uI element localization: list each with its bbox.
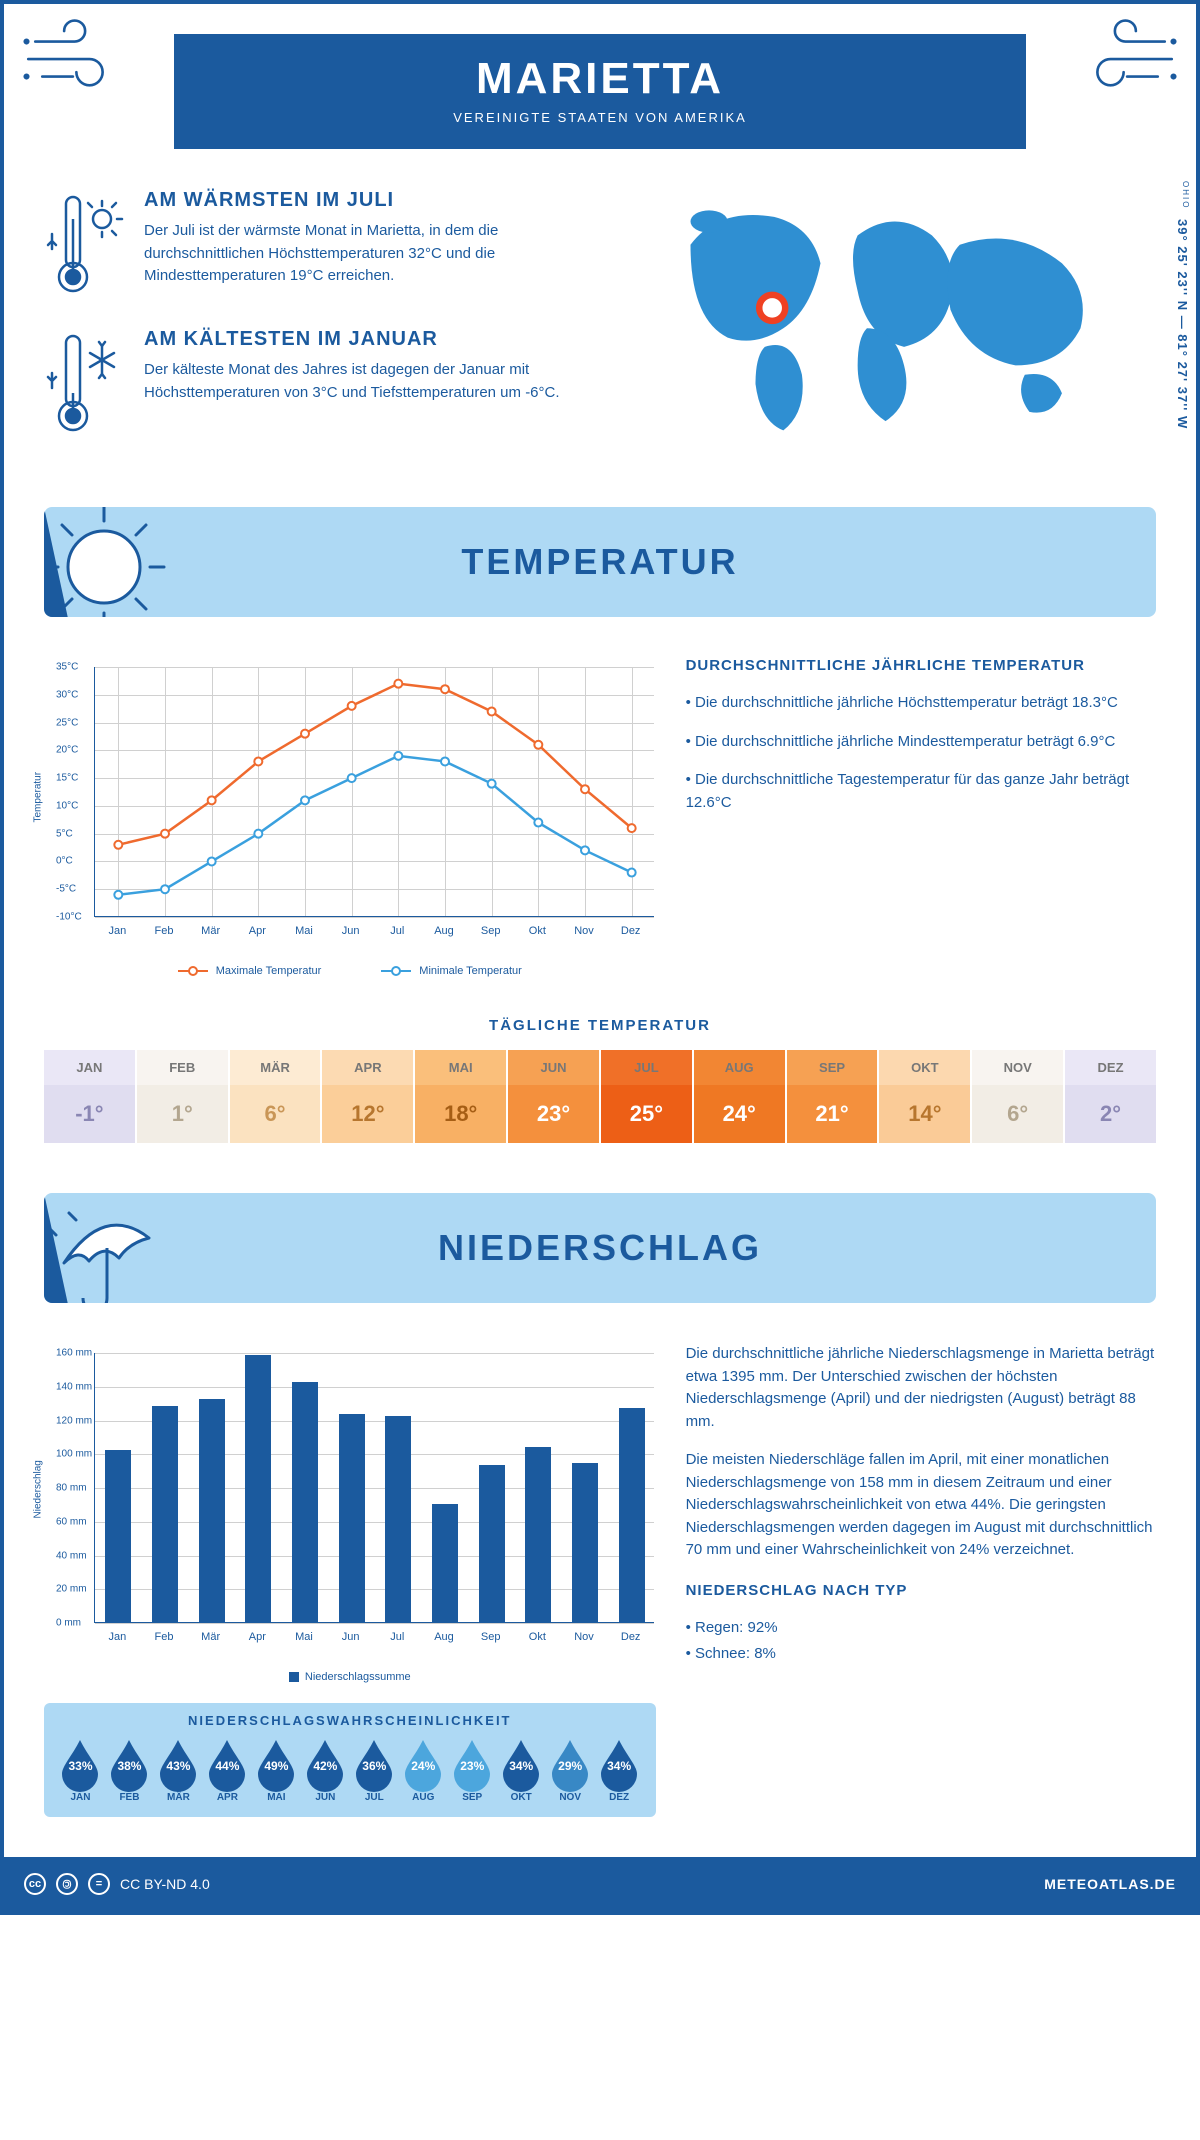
legend-min: Minimale Temperatur [381, 965, 522, 977]
temperature-chart: Temperatur -10°C-5°C0°C5°C10°C15°C20°C25… [44, 657, 656, 977]
region-label: OHIO [1181, 181, 1190, 209]
coldest-title: AM KÄLTESTEN IM JANUAR [144, 328, 585, 351]
daily-cell: AUG24° [694, 1050, 787, 1143]
coldest-block: AM KÄLTESTEN IM JANUAR Der kälteste Mona… [44, 328, 585, 443]
daily-cell: DEZ2° [1065, 1050, 1156, 1143]
thermometer-hot-icon [44, 189, 124, 304]
drop-cell: 42%JUN [301, 1738, 350, 1803]
precip-p2: Die meisten Niederschläge fallen im Apri… [686, 1449, 1156, 1562]
drop-cell: 34%DEZ [595, 1738, 644, 1803]
probability-box: NIEDERSCHLAGSWAHRSCHEINLICHKEIT 33%JAN38… [44, 1703, 656, 1817]
world-map-icon [615, 189, 1156, 449]
warmest-title: AM WÄRMSTEN IM JULI [144, 189, 585, 212]
coordinates: 39° 25' 23'' N — 81° 27' 37'' W [1175, 219, 1190, 429]
cc-icon: cc [24, 1873, 46, 1895]
temp-info-p3: • Die durchschnittliche Tagestemperatur … [686, 769, 1156, 814]
warmest-block: AM WÄRMSTEN IM JULI Der Juli ist der wär… [44, 189, 585, 304]
footer: cc 🄯 = CC BY-ND 4.0 METEOATLAS.DE [4, 1857, 1196, 1911]
temp-ylabel: Temperatur [33, 772, 44, 823]
nd-icon: = [88, 1873, 110, 1895]
precipitation-heading: NIEDERSCHLAG [438, 1227, 762, 1269]
precip-type-title: NIEDERSCHLAG NACH TYP [686, 1582, 1156, 1599]
daily-title: TÄGLICHE TEMPERATUR [44, 1017, 1156, 1034]
precip-type1: • Regen: 92% [686, 1617, 1156, 1640]
license-block: cc 🄯 = CC BY-ND 4.0 [24, 1873, 210, 1895]
probability-title: NIEDERSCHLAGSWAHRSCHEINLICHKEIT [56, 1713, 644, 1728]
drop-cell: 34%OKT [497, 1738, 546, 1803]
temp-info-p2: • Die durchschnittliche jährliche Mindes… [686, 731, 1156, 754]
drop-cell: 29%NOV [546, 1738, 595, 1803]
license-text: CC BY-ND 4.0 [120, 1876, 210, 1892]
header-banner: MARIETTA VEREINIGTE STAATEN VON AMERIKA [174, 34, 1026, 149]
intro-row: AM WÄRMSTEN IM JULI Der Juli ist der wär… [44, 189, 1156, 467]
city-title: MARIETTA [174, 54, 1026, 104]
legend-max: Maximale Temperatur [178, 965, 322, 977]
daily-cell: JAN-1° [44, 1050, 137, 1143]
drop-cell: 23%SEP [448, 1738, 497, 1803]
temp-info-p1: • Die durchschnittliche jährliche Höchst… [686, 692, 1156, 715]
sun-icon [44, 507, 174, 617]
daily-cell: APR12° [322, 1050, 415, 1143]
precip-type2: • Schnee: 8% [686, 1643, 1156, 1666]
daily-cell: JUN23° [508, 1050, 601, 1143]
wind-icon-right [1066, 24, 1176, 94]
drop-cell: 44%APR [203, 1738, 252, 1803]
umbrella-icon [44, 1193, 174, 1303]
daily-cell: MAI18° [415, 1050, 508, 1143]
precip-legend: Niederschlagssumme [44, 1671, 656, 1683]
daily-cell: NOV6° [972, 1050, 1065, 1143]
daily-cell: JUL25° [601, 1050, 694, 1143]
brand: METEOATLAS.DE [1044, 1876, 1176, 1892]
thermometer-cold-icon [44, 328, 124, 443]
precip-ylabel: Niederschlag [33, 1460, 44, 1518]
warmest-text: Der Juli ist der wärmste Monat in Mariet… [144, 220, 585, 288]
drop-cell: 36%JUL [350, 1738, 399, 1803]
drop-cell: 43%MÄR [154, 1738, 203, 1803]
temperature-heading: TEMPERATUR [461, 541, 738, 583]
precipitation-chart: Niederschlag 0 mm20 mm40 mm60 mm80 mm100… [44, 1343, 656, 1683]
drop-cell: 33%JAN [56, 1738, 105, 1803]
precipitation-banner: NIEDERSCHLAG [44, 1193, 1156, 1303]
daily-cell: OKT14° [879, 1050, 972, 1143]
country-subtitle: VEREINIGTE STAATEN VON AMERIKA [174, 110, 1026, 125]
drop-cell: 49%MAI [252, 1738, 301, 1803]
daily-cell: MÄR6° [230, 1050, 323, 1143]
drop-cell: 24%AUG [399, 1738, 448, 1803]
wind-icon-left [24, 24, 134, 94]
temperature-banner: TEMPERATUR [44, 507, 1156, 617]
daily-cell: FEB1° [137, 1050, 230, 1143]
page: MARIETTA VEREINIGTE STAATEN VON AMERIKA … [0, 0, 1200, 1915]
temp-info-title: DURCHSCHNITTLICHE JÄHRLICHE TEMPERATUR [686, 657, 1156, 674]
precip-p1: Die durchschnittliche jährliche Niedersc… [686, 1343, 1156, 1433]
daily-cell: SEP21° [787, 1050, 880, 1143]
coldest-text: Der kälteste Monat des Jahres ist dagege… [144, 359, 585, 404]
drop-cell: 38%FEB [105, 1738, 154, 1803]
daily-temperature-grid: JAN-1°FEB1°MÄR6°APR12°MAI18°JUN23°JUL25°… [44, 1050, 1156, 1143]
by-icon: 🄯 [56, 1873, 78, 1895]
